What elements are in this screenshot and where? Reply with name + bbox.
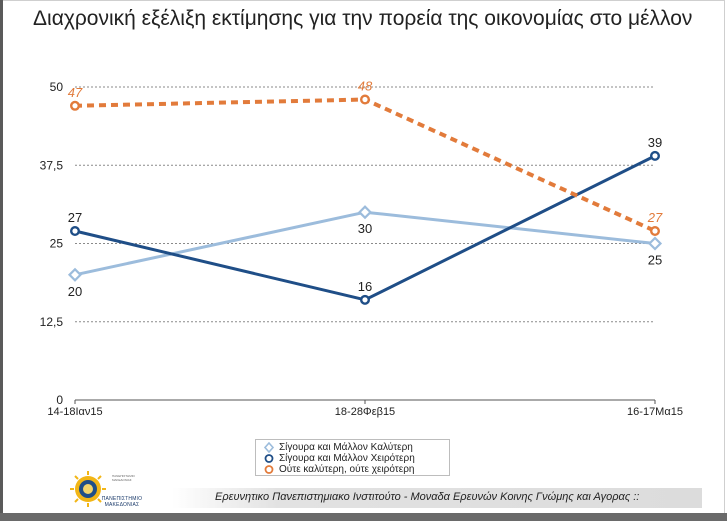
legend-marker-diamond-icon <box>263 442 275 453</box>
bottom-bar <box>0 513 727 521</box>
series-2-point-2 <box>650 225 661 236</box>
series-2-point-1 <box>360 94 371 105</box>
y-tick-label-0: 0 <box>56 393 63 407</box>
series-1-point-0 <box>69 225 80 236</box>
legend-marker-circle-icon <box>264 454 274 463</box>
legend-item-worse: Σίγουρα και Μάλλον Χειρότερη <box>262 453 449 464</box>
logo-small-text: ΠΑΝΕΠΙΣΤΗΜΙΟ ΜΑΚΕΔΟΝΙΑΣ <box>112 474 135 482</box>
logo-text: ΠΑΝΕΠΙΣΤΗΜΙΟ ΜΑΚΕΔΟΝΙΑΣ <box>100 496 144 508</box>
y-tick-label-1: 12,5 <box>40 315 64 329</box>
legend-item-better: Σίγουρα και Μάλλον Καλύτερη <box>262 442 449 453</box>
series-1-point-2 <box>650 150 661 161</box>
series-0-point-0 <box>67 267 83 282</box>
legend-item-neither: Ούτε καλύτερη, ούτε χειρότερη <box>262 464 449 475</box>
series-0-point-1 <box>357 205 373 220</box>
y-axis-ticks: 0 12,5 25 37,5 50 <box>40 80 64 407</box>
x-tick-label-1: 18-28Φεβ15 <box>335 406 395 418</box>
legend: Σίγουρα και Μάλλον Καλύτερη Σίγουρα και … <box>255 439 450 476</box>
series-1-label-0: 27 <box>68 210 82 225</box>
legend-label-better: Σίγουρα και Μάλλον Καλύτερη <box>279 442 413 453</box>
series-2-label-1: 48 <box>358 79 373 94</box>
series-2-label-0: 47 <box>68 85 83 100</box>
legend-marker-circle-orange-icon <box>264 465 274 474</box>
logo-sun-emblem-icon <box>70 471 106 507</box>
logo-line2: ΜΑΚΕΔΟΝΙΑΣ <box>104 502 140 508</box>
university-logo <box>70 471 106 507</box>
footer-band <box>172 488 702 508</box>
series-1-point-1 <box>360 294 371 305</box>
series-0-point-2 <box>647 236 663 251</box>
footer-text: Ερευνητικο Πανεπιστημιακο Ινστιτούτο - Μ… <box>215 491 640 503</box>
y-tick-label-3: 37,5 <box>40 158 64 172</box>
logo-line1: ΠΑΝΕΠΙΣΤΗΜΙΟ <box>101 496 143 502</box>
series-0-label-0: 20 <box>68 284 82 299</box>
series-1-label-1: 16 <box>358 279 372 294</box>
gridlines <box>75 86 655 323</box>
x-axis: 14-18Ιαν15 18-28Φεβ15 16-17Μα15 <box>47 399 683 418</box>
x-tick-label-0: 14-18Ιαν15 <box>47 406 102 418</box>
x-tick-label-2: 16-17Μα15 <box>627 406 683 418</box>
series-2-label-2: 27 <box>647 210 663 225</box>
y-tick-label-2: 25 <box>50 237 64 251</box>
data-labels: 20 30 25 27 16 39 47 48 27 <box>68 79 663 299</box>
y-tick-label-4: 50 <box>50 80 64 94</box>
series-2-point-0 <box>69 100 80 111</box>
legend-label-neither: Ούτε καλύτερη, ούτε χειρότερη <box>279 464 415 475</box>
left-edge-bar <box>0 0 3 521</box>
legend-label-worse: Σίγουρα και Μάλλον Χειρότερη <box>279 453 415 464</box>
series-0-label-2: 25 <box>648 253 662 268</box>
series-group <box>67 94 663 305</box>
series-1-label-2: 39 <box>648 135 662 150</box>
chart-title: Διαχρονική εξέλιξη εκτίμησης για την πορ… <box>33 7 693 30</box>
series-0-label-1: 30 <box>358 221 372 236</box>
